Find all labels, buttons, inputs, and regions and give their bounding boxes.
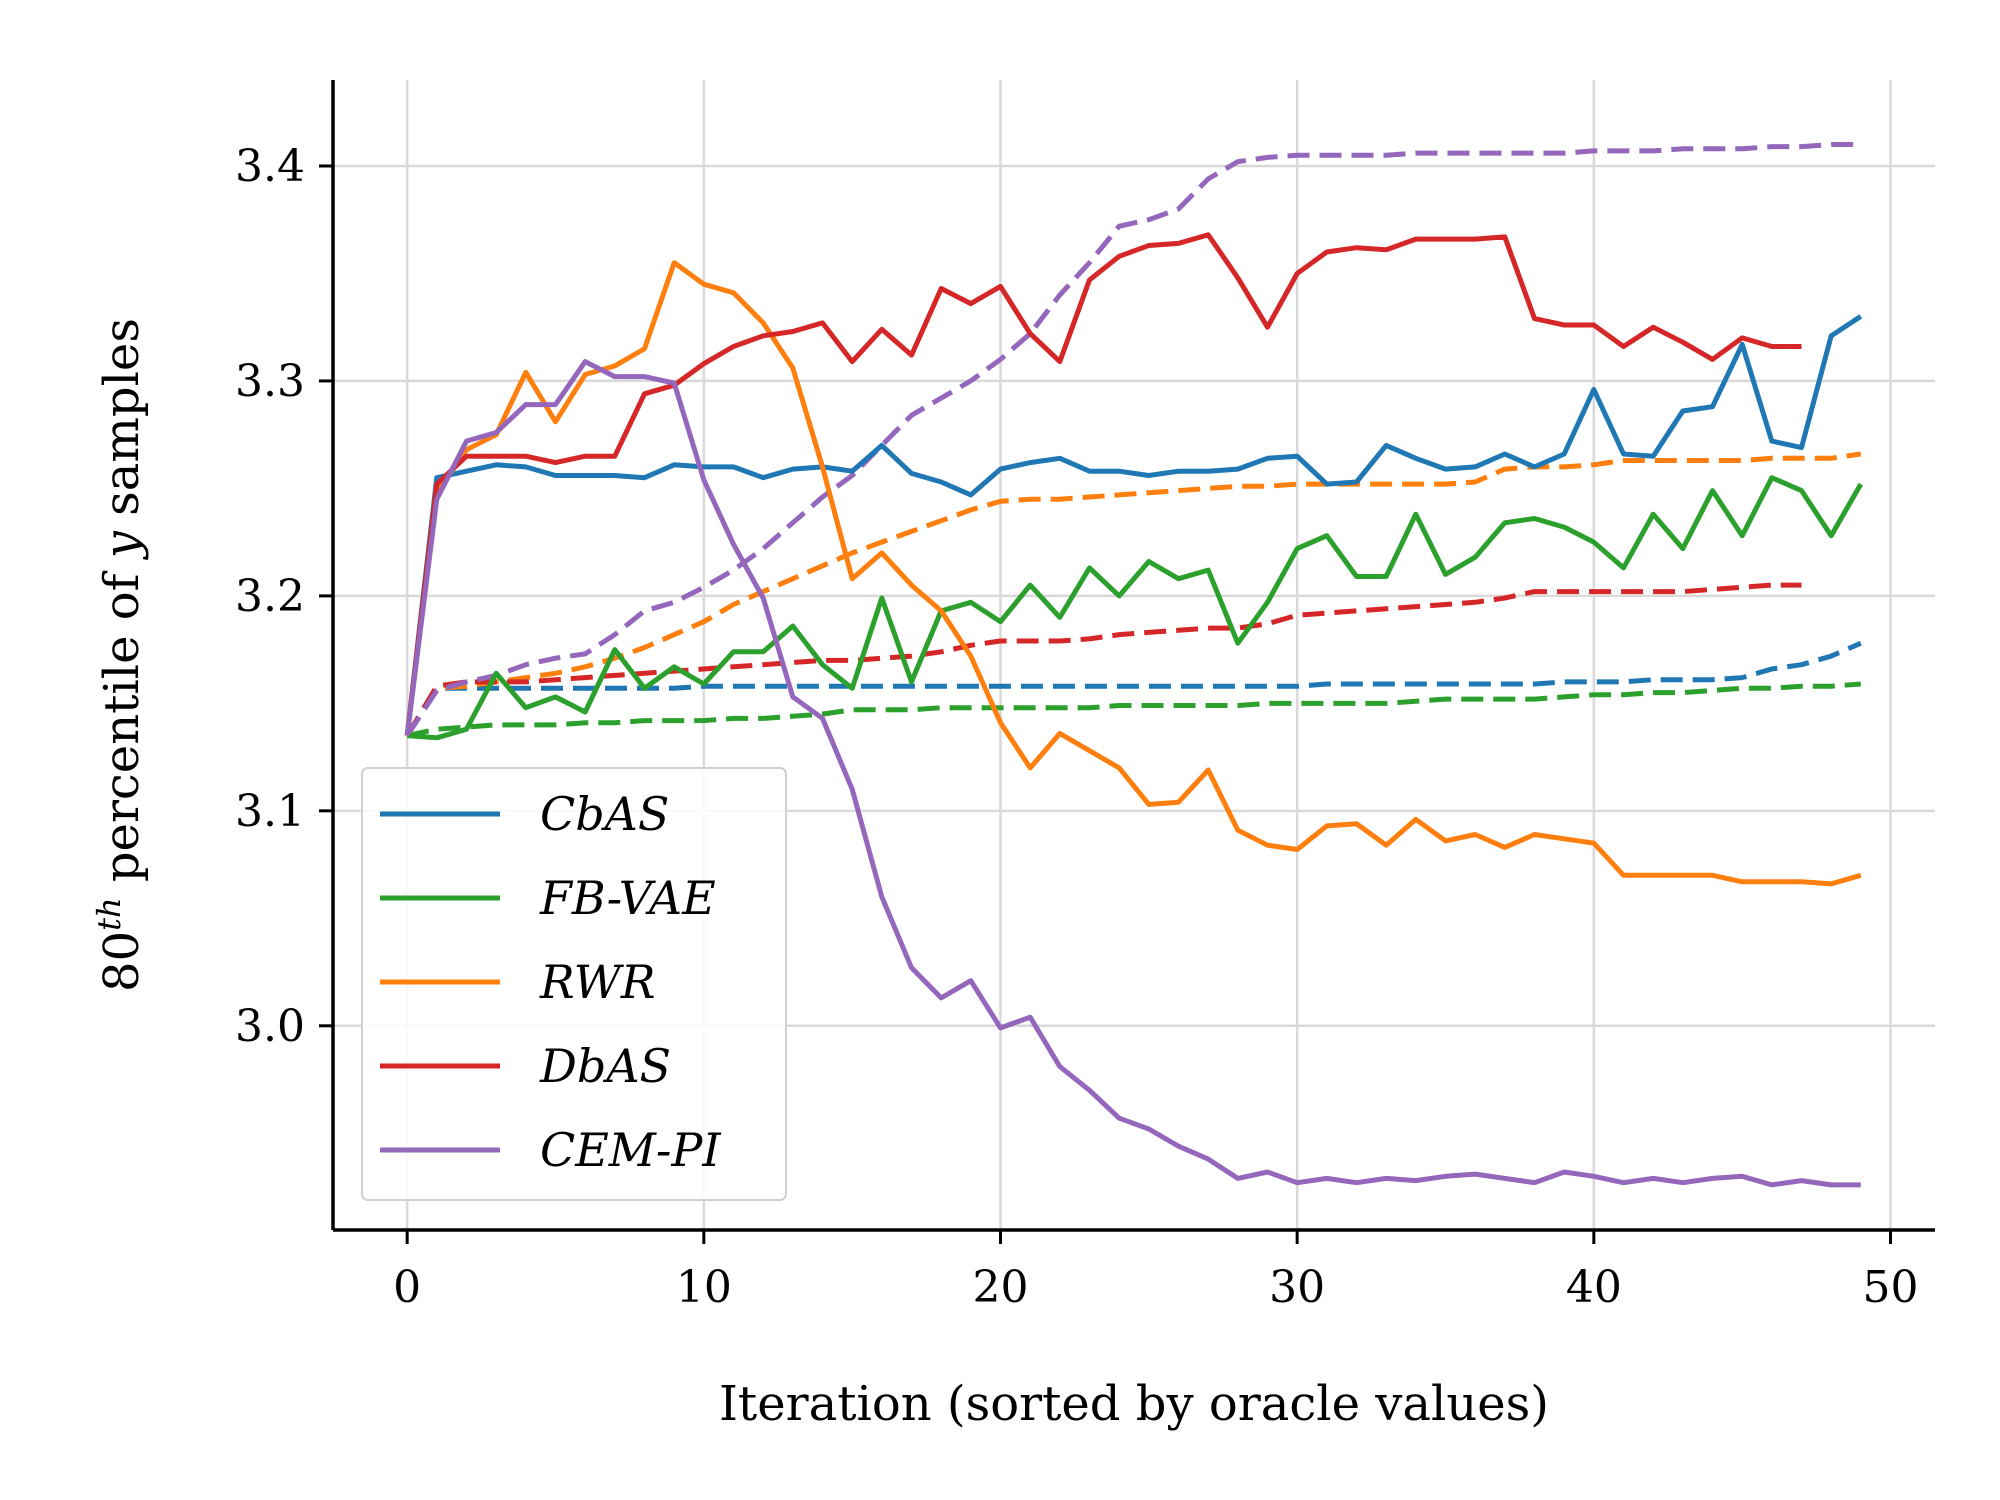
y-axis-label-suffix: samples [94,318,150,531]
axes [331,80,1935,1232]
series-cem-pi-dashed-line [405,142,1861,737]
y-ticks: 3.0 3.1 3.2 3.3 3.4 [235,141,333,1052]
y-axis-label-variable: y [94,530,150,560]
y-axis-label-prefix: 80 [94,931,150,992]
x-tick-label: 10 [676,1262,732,1313]
y-tick-label: 3.3 [235,356,305,407]
legend-label-fb-vae: FB-VAE [539,871,716,925]
y-axis-label-superscript: th [90,897,128,930]
legend-label-cem-pi: CEM-PI [540,1123,721,1177]
legend-label-dbas: DbAS [539,1039,671,1093]
x-tick-label: 20 [973,1262,1029,1313]
series-fb-vae-solid-line [407,475,1863,741]
y-tick-label: 3.2 [235,571,305,622]
x-ticks: 0 10 20 30 40 50 [393,1230,1919,1313]
series-cbas-solid-line [404,314,1863,736]
legend-label-cbas: CbAS [540,787,669,841]
x-tick-label: 0 [393,1262,421,1313]
legend: CbAS FB-VAE RWR DbAS CEM-PI [361,767,787,1201]
series-rwr-dashed-line [405,451,1862,737]
x-tick-label: 30 [1269,1262,1325,1313]
series-cbas-dashed-line [405,640,1862,737]
y-tick-label: 3.1 [235,786,305,837]
series-dbas-dashed-line [405,582,1802,737]
y-tick-label: 3.0 [235,1001,305,1052]
y-axis-label: 80th percentile of y samples [90,318,150,992]
series-dbas-solid-line [404,232,1802,736]
x-tick-label: 40 [1566,1262,1622,1313]
x-axis-label: Iteration (sorted by oracle values) [719,1376,1549,1432]
series-layer [404,142,1863,1188]
y-tick-label: 3.4 [235,141,305,192]
series-rwr-solid-line [404,260,1862,887]
series-cem-pi-solid-line [404,359,1861,1188]
legend-items: CbAS FB-VAE RWR DbAS CEM-PI [380,787,721,1177]
legend-frame [361,767,787,1201]
x-tick-label: 50 [1863,1262,1919,1313]
legend-label-rwr: RWR [539,955,656,1009]
y-axis-label-middle: percentile of [94,558,150,897]
series-fb-vae-dashed-line [406,681,1861,739]
